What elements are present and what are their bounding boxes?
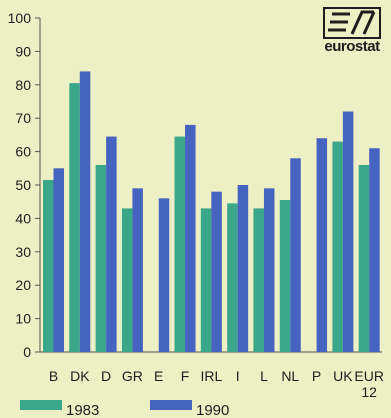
bar-1983-nl bbox=[279, 200, 291, 352]
legend-label-1983: 1983 bbox=[66, 402, 99, 418]
y-tick-label: 90 bbox=[15, 43, 31, 59]
logo-text: eurostat bbox=[324, 38, 380, 55]
y-tick-label: 70 bbox=[15, 110, 31, 126]
x-tick-label: E bbox=[154, 368, 163, 384]
x-tick-label: UK bbox=[333, 368, 353, 384]
legend-swatch-1990 bbox=[150, 400, 192, 410]
y-tick-label: 80 bbox=[15, 77, 31, 93]
bar-1983-d bbox=[95, 164, 107, 352]
bar-1990-i bbox=[237, 185, 249, 352]
y-tick-labels: 0 10 20 30 40 50 60 70 80 90 100 bbox=[8, 10, 40, 360]
bar-1990-irl bbox=[211, 191, 222, 352]
legend-label-1990: 1990 bbox=[196, 402, 229, 418]
y-tick-label: 60 bbox=[15, 144, 31, 160]
bar-1990-f bbox=[185, 124, 196, 352]
x-tick-label: B bbox=[49, 368, 58, 384]
x-tick-label: D bbox=[101, 368, 111, 384]
eurostat-logo: eurostat bbox=[322, 6, 382, 55]
bar-1983-dk bbox=[69, 83, 80, 352]
legend: 1983 1990 bbox=[20, 400, 229, 418]
bar-1990-d bbox=[106, 136, 117, 352]
x-tick-label: P bbox=[312, 368, 321, 384]
bar-1990-gr bbox=[132, 188, 143, 352]
bar-1983-irl bbox=[200, 208, 212, 352]
y-tick-label: 40 bbox=[15, 210, 31, 226]
bar-1990-b bbox=[53, 168, 64, 352]
bar-1983-uk bbox=[332, 141, 343, 352]
bar-1983-b bbox=[43, 179, 54, 352]
bar-1990-dk bbox=[79, 71, 91, 352]
x-tick-label: F bbox=[181, 368, 190, 384]
y-tick-label: 50 bbox=[15, 177, 31, 193]
bars bbox=[43, 71, 380, 353]
bar-1983-l bbox=[253, 208, 264, 352]
x-tick-label: L bbox=[260, 368, 268, 384]
bar-1990-eur-12 bbox=[369, 148, 380, 352]
bar-1990-uk bbox=[342, 111, 354, 353]
x-tick-label: NL bbox=[281, 368, 299, 384]
x-tick-labels: B DK D GR E F IRL I L NL P UK EUR 12 bbox=[49, 368, 384, 400]
y-tick-label: 0 bbox=[23, 344, 31, 360]
x-tick-label: DK bbox=[70, 368, 90, 384]
bar-1990-e bbox=[158, 198, 170, 352]
x-tick-label: EUR 12 bbox=[354, 368, 384, 400]
bar-1983-gr bbox=[121, 208, 133, 352]
eurostat-logo-mark-icon bbox=[323, 7, 381, 39]
y-tick-label: 30 bbox=[15, 244, 31, 260]
bar-1990-l bbox=[263, 188, 275, 352]
y-tick-label: 10 bbox=[15, 311, 31, 327]
x-tick-label: I bbox=[236, 368, 240, 384]
x-tick-label: GR bbox=[122, 368, 143, 384]
bar-1983-i bbox=[227, 203, 238, 352]
bar-1990-nl bbox=[290, 158, 301, 352]
bar-1983-eur-12 bbox=[358, 164, 370, 352]
bar-1990-p bbox=[316, 138, 328, 352]
bar-1983-f bbox=[174, 136, 186, 352]
legend-swatch-1983 bbox=[20, 400, 62, 410]
y-tick-label: 20 bbox=[15, 277, 31, 293]
x-tick-label: IRL bbox=[200, 368, 222, 384]
y-tick-label: 100 bbox=[8, 10, 32, 26]
